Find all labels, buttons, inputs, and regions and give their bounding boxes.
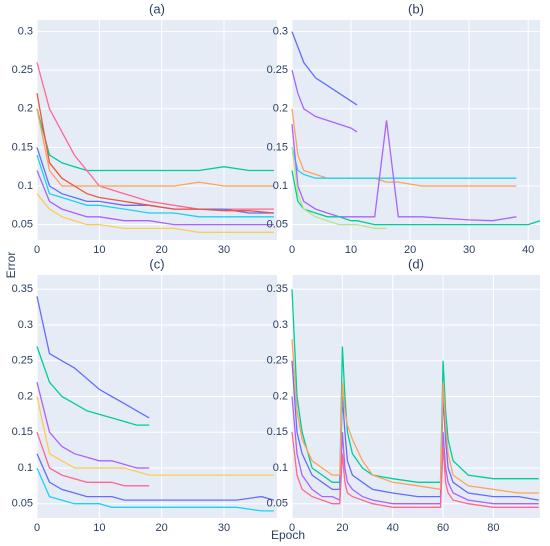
x-tick-label: 10 bbox=[345, 244, 357, 256]
y-tick-label: 0.25 bbox=[12, 64, 33, 76]
subplot-title: (a) bbox=[149, 1, 165, 16]
x-axis-label: Epoch bbox=[271, 528, 305, 542]
series-line bbox=[291, 360, 539, 501]
y-tick-label: 0.2 bbox=[18, 103, 33, 115]
series-line bbox=[36, 108, 274, 172]
y-tick-label: 0.25 bbox=[267, 355, 288, 367]
y-tick-label: 0.05 bbox=[267, 218, 288, 230]
y-tick-label: 0.3 bbox=[273, 319, 288, 331]
series-line bbox=[291, 170, 541, 226]
x-tick-label: 0 bbox=[34, 522, 40, 534]
subplot-title: (c) bbox=[149, 256, 164, 271]
series-line bbox=[36, 170, 274, 226]
series-line bbox=[36, 346, 150, 426]
x-tick-label: 60 bbox=[437, 522, 449, 534]
y-tick-label: 0.1 bbox=[273, 462, 288, 474]
series-line bbox=[291, 70, 358, 133]
y-tick-label: 0.35 bbox=[267, 283, 288, 295]
x-tick-label: 0 bbox=[34, 244, 40, 256]
y-tick-label: 0.1 bbox=[18, 180, 33, 192]
y-tick-label: 0.15 bbox=[12, 426, 33, 438]
series-line bbox=[36, 108, 274, 187]
x-tick-label: 20 bbox=[156, 244, 168, 256]
series-line bbox=[291, 432, 539, 508]
x-tick-label: 30 bbox=[218, 522, 230, 534]
x-tick-label: 30 bbox=[218, 244, 230, 256]
series-line bbox=[291, 31, 358, 106]
series-line bbox=[291, 120, 517, 222]
y-tick-label: 0.2 bbox=[273, 103, 288, 115]
y-tick-label: 0.2 bbox=[18, 390, 33, 402]
subplot-title: (b) bbox=[408, 1, 424, 16]
x-tick-label: 0 bbox=[289, 522, 295, 534]
series-line bbox=[36, 431, 150, 487]
y-tick-label: 0.15 bbox=[267, 141, 288, 153]
series-line bbox=[291, 339, 539, 494]
subplot-title: (d) bbox=[408, 256, 424, 271]
y-tick-label: 0.05 bbox=[12, 218, 33, 230]
y-tick-label: 0.1 bbox=[273, 180, 288, 192]
y-tick-label: 0.25 bbox=[267, 64, 288, 76]
y-tick-label: 0.35 bbox=[12, 283, 33, 295]
y-tick-label: 0.2 bbox=[273, 390, 288, 402]
y-tick-label: 0.25 bbox=[12, 355, 33, 367]
y-tick-label: 0.05 bbox=[12, 498, 33, 510]
x-tick-label: 30 bbox=[463, 244, 475, 256]
x-tick-label: 40 bbox=[387, 522, 399, 534]
y-tick-label: 0.15 bbox=[12, 141, 33, 153]
y-tick-label: 0.05 bbox=[267, 498, 288, 510]
x-tick-label: 20 bbox=[404, 244, 416, 256]
series-line bbox=[36, 467, 274, 512]
x-tick-label: 20 bbox=[156, 522, 168, 534]
x-tick-label: 80 bbox=[487, 522, 499, 534]
series-line bbox=[36, 147, 274, 214]
series-line bbox=[291, 396, 539, 505]
series-line bbox=[36, 93, 274, 214]
x-tick-label: 10 bbox=[93, 522, 105, 534]
y-tick-label: 0.15 bbox=[267, 426, 288, 438]
series-line bbox=[291, 147, 517, 179]
y-tick-label: 0.1 bbox=[18, 462, 33, 474]
series-line bbox=[36, 453, 275, 501]
x-tick-label: 20 bbox=[336, 522, 348, 534]
series-line bbox=[36, 382, 150, 469]
series-line bbox=[36, 396, 274, 476]
series-line bbox=[36, 296, 150, 419]
series-line bbox=[291, 147, 387, 230]
x-tick-label: 10 bbox=[93, 244, 105, 256]
series-line bbox=[36, 154, 274, 218]
plot-background bbox=[292, 20, 540, 240]
y-tick-label: 0.3 bbox=[18, 25, 33, 37]
series-line bbox=[291, 289, 539, 483]
y-tick-label: 0.3 bbox=[18, 319, 33, 331]
y-axis-label: Error bbox=[4, 252, 18, 279]
x-tick-label: 0 bbox=[289, 244, 295, 256]
plot-background bbox=[37, 20, 277, 240]
series-line bbox=[36, 193, 274, 233]
y-tick-label: 0.3 bbox=[273, 25, 288, 37]
x-tick-label: 40 bbox=[522, 244, 534, 256]
